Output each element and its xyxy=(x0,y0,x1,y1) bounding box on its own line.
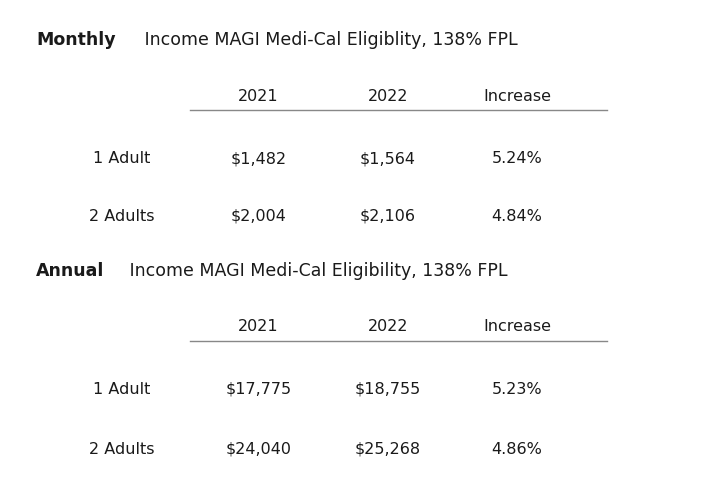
Text: $2,004: $2,004 xyxy=(230,209,286,224)
Text: 2 Adults: 2 Adults xyxy=(89,209,155,224)
Text: 4.86%: 4.86% xyxy=(492,442,542,456)
Text: 2 Adults: 2 Adults xyxy=(89,442,155,456)
Text: Annual: Annual xyxy=(36,262,104,279)
Text: Monthly: Monthly xyxy=(36,31,116,49)
Text: Increase: Increase xyxy=(483,89,551,104)
Text: 1 Adult: 1 Adult xyxy=(93,151,151,166)
Text: $17,775: $17,775 xyxy=(225,382,292,396)
Text: 1 Adult: 1 Adult xyxy=(93,382,151,396)
Text: 2022: 2022 xyxy=(368,89,408,104)
Text: $25,268: $25,268 xyxy=(355,442,421,456)
Text: Increase: Increase xyxy=(483,319,551,334)
Text: $1,564: $1,564 xyxy=(360,151,416,166)
Text: Income MAGI Medi-Cal Eligiblity, 138% FPL: Income MAGI Medi-Cal Eligiblity, 138% FP… xyxy=(139,31,517,49)
Text: 2021: 2021 xyxy=(238,89,279,104)
Text: Income MAGI Medi-Cal Eligibility, 138% FPL: Income MAGI Medi-Cal Eligibility, 138% F… xyxy=(124,262,508,279)
Text: $1,482: $1,482 xyxy=(230,151,286,166)
Text: $18,755: $18,755 xyxy=(355,382,421,396)
Text: 5.23%: 5.23% xyxy=(492,382,542,396)
Text: 4.84%: 4.84% xyxy=(492,209,542,224)
Text: 2021: 2021 xyxy=(238,319,279,334)
Text: 2022: 2022 xyxy=(368,319,408,334)
Text: 5.24%: 5.24% xyxy=(492,151,542,166)
Text: $24,040: $24,040 xyxy=(225,442,292,456)
Text: $2,106: $2,106 xyxy=(360,209,416,224)
